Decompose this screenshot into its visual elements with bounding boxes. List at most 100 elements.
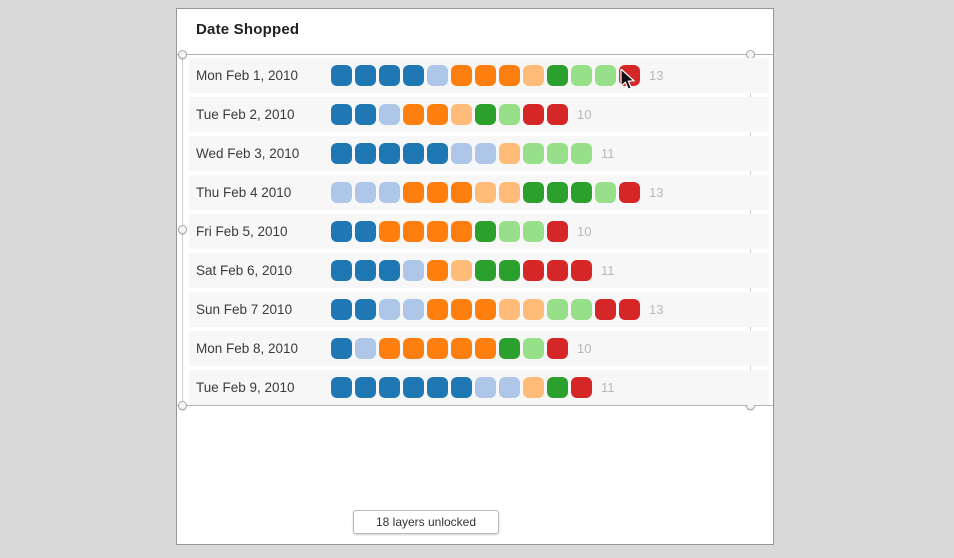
mark-cell-light_blue[interactable] [451,143,472,164]
mark-cell-orange[interactable] [427,299,448,320]
mark-cell-light_blue[interactable] [379,299,400,320]
mark-cell-light_green[interactable] [523,143,544,164]
mark-cell-light_green[interactable] [499,221,520,242]
mark-cell-light_orange[interactable] [451,104,472,125]
mark-cell-light_blue[interactable] [475,143,496,164]
table-row[interactable]: Fri Feb 5, 2010 10 [189,214,769,249]
mark-cell-light_blue[interactable] [475,377,496,398]
mark-cell-light_orange[interactable] [499,299,520,320]
mark-cell-light_green[interactable] [571,65,592,86]
mark-cell-blue[interactable] [331,377,352,398]
mark-cell-red[interactable] [547,104,568,125]
mark-cell-red[interactable] [547,260,568,281]
mark-cell-light_blue[interactable] [355,338,376,359]
mark-cell-blue[interactable] [331,221,352,242]
mark-cell-green[interactable] [475,104,496,125]
mark-cell-blue[interactable] [355,260,376,281]
mark-cell-light_blue[interactable] [403,260,424,281]
table-row[interactable]: Thu Feb 4 2010 13 [189,175,769,210]
mark-cell-green[interactable] [547,377,568,398]
mark-cell-green[interactable] [547,182,568,203]
mark-cell-red[interactable] [547,338,568,359]
mark-cell-light_green[interactable] [523,338,544,359]
mark-cell-light_blue[interactable] [403,299,424,320]
table-row[interactable]: Sat Feb 6, 2010 11 [189,253,769,288]
mark-cell-blue[interactable] [451,377,472,398]
mark-cell-blue[interactable] [355,221,376,242]
mark-cell-blue[interactable] [331,299,352,320]
mark-cell-red[interactable] [523,104,544,125]
mark-cell-orange[interactable] [379,221,400,242]
mark-cell-orange[interactable] [403,221,424,242]
mark-cell-blue[interactable] [331,338,352,359]
mark-cell-red[interactable] [571,377,592,398]
mark-cell-light_blue[interactable] [427,65,448,86]
mark-cell-light_blue[interactable] [379,104,400,125]
mark-cell-blue[interactable] [355,299,376,320]
mark-cell-orange[interactable] [451,338,472,359]
mark-cell-blue[interactable] [403,143,424,164]
table-row[interactable]: Tue Feb 2, 2010 10 [189,97,769,132]
table-row[interactable]: Mon Feb 8, 2010 10 [189,331,769,366]
mark-cell-orange[interactable] [475,299,496,320]
mark-cell-light_orange[interactable] [523,65,544,86]
mark-cell-orange[interactable] [379,338,400,359]
mark-cell-blue[interactable] [331,260,352,281]
mark-cell-green[interactable] [547,65,568,86]
mark-cell-blue[interactable] [427,377,448,398]
table-row[interactable]: Sun Feb 7 2010 13 [189,292,769,327]
mark-cell-blue[interactable] [331,143,352,164]
mark-cell-blue[interactable] [403,377,424,398]
mark-cell-light_green[interactable] [595,65,616,86]
mark-cell-light_orange[interactable] [475,182,496,203]
mark-cell-blue[interactable] [379,143,400,164]
mark-cell-blue[interactable] [331,65,352,86]
mark-cell-green[interactable] [499,338,520,359]
selection-handle-mid-left[interactable] [178,225,187,234]
mark-cell-orange[interactable] [451,65,472,86]
mark-cell-blue[interactable] [355,143,376,164]
mark-cell-orange[interactable] [475,338,496,359]
mark-cell-light_orange[interactable] [499,143,520,164]
mark-cell-light_blue[interactable] [379,182,400,203]
mark-cell-orange[interactable] [403,104,424,125]
mark-cell-green[interactable] [523,182,544,203]
mark-cell-blue[interactable] [403,65,424,86]
table-row[interactable]: Wed Feb 3, 2010 11 [189,136,769,171]
mark-cell-light_orange[interactable] [499,182,520,203]
mark-cell-blue[interactable] [355,377,376,398]
mark-cell-orange[interactable] [427,104,448,125]
mark-cell-blue[interactable] [355,65,376,86]
mark-cell-blue[interactable] [355,104,376,125]
mark-cell-red[interactable] [571,260,592,281]
mark-cell-blue[interactable] [331,104,352,125]
mark-cell-light_green[interactable] [523,221,544,242]
mark-cell-light_blue[interactable] [331,182,352,203]
mark-cell-green[interactable] [499,260,520,281]
mark-cell-light_orange[interactable] [451,260,472,281]
mark-cell-light_blue[interactable] [499,377,520,398]
mark-cell-light_orange[interactable] [523,377,544,398]
mark-cell-green[interactable] [475,260,496,281]
mark-cell-orange[interactable] [499,65,520,86]
mark-cell-orange[interactable] [427,338,448,359]
mark-cell-light_orange[interactable] [523,299,544,320]
mark-cell-light_green[interactable] [547,143,568,164]
mark-cell-orange[interactable] [403,338,424,359]
mark-cell-light_green[interactable] [547,299,568,320]
mark-cell-light_blue[interactable] [355,182,376,203]
mark-cell-orange[interactable] [403,182,424,203]
mark-cell-light_green[interactable] [499,104,520,125]
mark-cell-light_green[interactable] [571,299,592,320]
mark-cell-blue[interactable] [379,260,400,281]
mark-cell-orange[interactable] [475,65,496,86]
mark-cell-orange[interactable] [451,182,472,203]
mark-cell-light_green[interactable] [571,143,592,164]
table-row[interactable]: Mon Feb 1, 2010 13 [189,58,769,93]
mark-cell-orange[interactable] [451,299,472,320]
mark-cell-light_green[interactable] [595,182,616,203]
mark-cell-blue[interactable] [427,143,448,164]
mark-cell-red[interactable] [547,221,568,242]
mark-cell-green[interactable] [571,182,592,203]
mark-cell-red[interactable] [523,260,544,281]
